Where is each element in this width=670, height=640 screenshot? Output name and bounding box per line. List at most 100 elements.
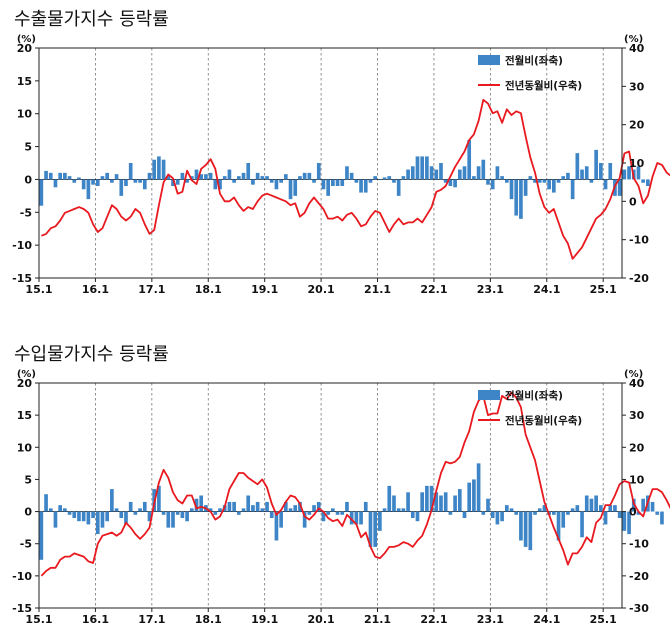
bar-mom: [509, 508, 514, 512]
bar-mom: [302, 511, 307, 528]
x-tick-label: 25.1: [590, 283, 617, 296]
bar-mom: [368, 511, 373, 547]
chart-title: 수출물가지수 등락률: [14, 9, 169, 30]
left-unit: (%): [17, 34, 36, 45]
bar-mom: [241, 508, 246, 512]
bar-mom: [617, 179, 622, 196]
bar-mom: [171, 179, 175, 186]
bar-mom: [599, 505, 603, 512]
bar-mom: [302, 172, 307, 180]
y2-tick-label: -10: [629, 538, 649, 551]
y2-tick-label: -20: [629, 570, 649, 583]
bar-mom: [622, 511, 627, 531]
bar-mom: [589, 498, 594, 512]
bar-mom: [542, 505, 547, 512]
x-tick-label: 17.1: [138, 613, 165, 626]
bar-mom: [476, 463, 481, 512]
bar-mom: [537, 179, 542, 183]
bar-mom: [133, 179, 138, 183]
legend-line-label: 전년동월비(우축): [505, 79, 582, 92]
bar-mom: [100, 511, 105, 528]
bar-mom: [504, 505, 509, 512]
bar-mom: [86, 511, 91, 525]
bar-mom: [354, 179, 359, 183]
bar-mom: [420, 156, 425, 180]
bar-mom: [72, 511, 77, 518]
right-unit: (%): [624, 369, 643, 380]
bar-mom: [199, 174, 204, 180]
bar-mom: [533, 179, 537, 183]
bar-mom: [39, 511, 44, 560]
bar-mom: [58, 505, 62, 512]
bar-mom: [396, 508, 401, 512]
bar-mom: [218, 508, 222, 512]
bar-mom: [636, 166, 641, 180]
bar-mom: [251, 179, 255, 185]
y-tick-label: -15: [12, 272, 32, 285]
bar-mom: [110, 179, 114, 183]
bar-mom: [53, 179, 58, 188]
bar-mom: [401, 508, 406, 512]
bar-mom: [44, 494, 48, 512]
bar-mom: [410, 511, 415, 518]
bar-mom: [627, 511, 631, 535]
y-tick-label: 10: [17, 441, 33, 454]
bar-mom: [114, 174, 119, 180]
bar-mom: [603, 511, 608, 525]
bar-mom: [509, 179, 514, 200]
bar-mom: [584, 495, 589, 512]
bar-mom: [425, 485, 429, 512]
bar-mom: [599, 163, 603, 180]
bar-mom: [316, 501, 321, 512]
x-tick-label: 19.1: [251, 613, 278, 626]
y-tick-label: -10: [12, 239, 32, 252]
y2-tick-label: 40: [629, 377, 645, 390]
legend-bar-label: 전월비(좌축): [505, 54, 563, 67]
y-tick-label: -10: [12, 570, 32, 583]
y2-tick-label: -20: [629, 272, 649, 285]
bar-mom: [260, 508, 265, 512]
y-tick-label: 15: [17, 409, 32, 422]
bar-mom: [100, 176, 105, 180]
bar-mom: [523, 179, 528, 196]
bar-mom: [345, 501, 349, 512]
bar-mom: [204, 174, 208, 180]
y2-tick-label: 0: [629, 195, 637, 208]
legend-bar-swatch: [478, 390, 500, 400]
bar-mom: [232, 179, 236, 183]
bar-mom: [613, 505, 617, 512]
bar-mom: [265, 501, 269, 512]
bar-mom: [77, 511, 81, 522]
bar-mom: [500, 176, 504, 180]
bar-mom: [298, 501, 302, 512]
bar-mom: [420, 492, 425, 512]
bar-mom: [457, 489, 462, 512]
bar-mom: [378, 511, 382, 531]
bar-mom: [312, 179, 316, 183]
bar-mom: [152, 159, 157, 180]
bar-mom: [44, 170, 48, 180]
y-tick-label: -15: [12, 602, 32, 615]
bar-mom: [448, 511, 453, 515]
bar-mom: [288, 508, 293, 512]
bar-mom: [105, 172, 110, 180]
x-tick-label: 18.1: [195, 613, 222, 626]
bar-mom: [39, 179, 44, 206]
bar-mom: [533, 511, 537, 515]
bar-mom: [410, 166, 415, 180]
bar-mom: [58, 172, 62, 180]
bar-mom: [284, 501, 288, 512]
bar-mom: [406, 492, 410, 512]
x-tick-label: 24.1: [533, 613, 560, 626]
left-unit: (%): [17, 369, 36, 380]
y-tick-label: 10: [17, 108, 33, 121]
line-yoy: [40, 391, 670, 577]
bar-mom: [185, 179, 189, 183]
bar-mom: [425, 156, 429, 180]
bar-mom: [368, 179, 373, 183]
bar-mom: [476, 166, 481, 180]
bar-mom: [265, 176, 269, 180]
x-tick-label: 18.1: [195, 283, 222, 296]
bar-mom: [641, 179, 645, 183]
y2-tick-label: -10: [629, 234, 649, 247]
